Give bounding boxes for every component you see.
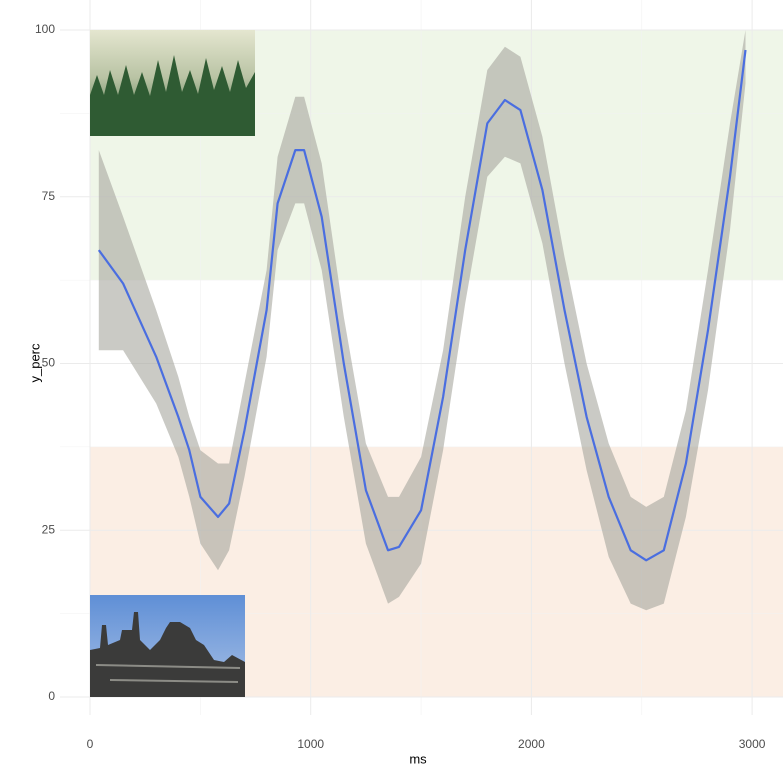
x-tick-label: 0 [87, 737, 94, 751]
y-tick-label: 100 [35, 22, 55, 36]
y-axis-title: y_perc [27, 343, 42, 383]
y-tick-label: 0 [48, 689, 55, 703]
industry-image [90, 595, 245, 697]
chart: ms y_perc 0 1000 2000 3000 0 25 50 75 100 [0, 0, 783, 767]
x-tick-label: 3000 [739, 737, 766, 751]
x-tick-label: 1000 [297, 737, 324, 751]
y-tick-label: 75 [42, 189, 56, 203]
forest-image [90, 30, 255, 136]
y-tick-label: 25 [42, 522, 56, 536]
y-tick-label: 50 [42, 356, 56, 370]
x-axis-title: ms [409, 751, 427, 766]
x-tick-label: 2000 [518, 737, 545, 751]
